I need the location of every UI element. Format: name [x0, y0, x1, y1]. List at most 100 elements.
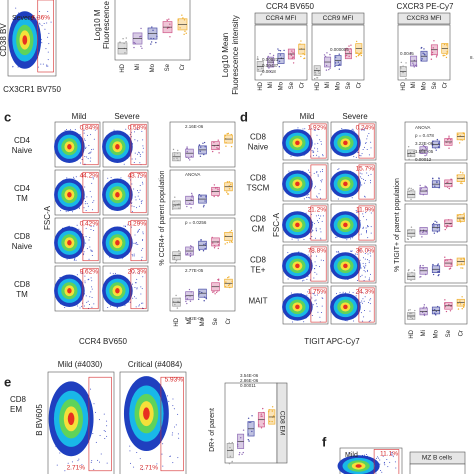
- box-dot: [437, 263, 439, 265]
- scatter-dot: [88, 278, 90, 280]
- scatter-dot: [341, 128, 343, 130]
- scatter-dot: [318, 217, 320, 219]
- scatter-dot: [39, 23, 41, 25]
- scatter-dot: [350, 238, 352, 240]
- row-label: CM: [252, 225, 265, 234]
- scatter-dot: [142, 302, 144, 304]
- scatter-dot: [338, 168, 340, 170]
- panel-header: [276, 382, 288, 464]
- scatter-dot: [83, 253, 85, 255]
- scatter-dot: [363, 316, 365, 318]
- box-dot: [315, 73, 317, 75]
- scatter-dot: [366, 219, 368, 221]
- scatter-dot: [104, 430, 106, 432]
- row-label: Naive: [248, 143, 269, 152]
- box-dot: [432, 263, 434, 266]
- scatter-dot: [368, 301, 370, 303]
- density: [343, 140, 348, 146]
- box-dot: [217, 244, 220, 246]
- box-dot: [238, 453, 240, 456]
- scatter-dot: [64, 306, 66, 308]
- box-dot: [329, 67, 331, 69]
- gate-pct: 44.2%: [80, 173, 99, 180]
- box-dot: [241, 453, 243, 455]
- box-dot: [325, 69, 328, 71]
- scatter-dot: [362, 320, 364, 322]
- scatter-dot: [355, 295, 357, 297]
- scatter-dot: [365, 229, 367, 231]
- scatter-dot: [318, 193, 320, 195]
- scatter-dot: [93, 468, 95, 470]
- scatter-dot: [39, 10, 41, 12]
- box-dot: [185, 32, 187, 34]
- scatter-dot: [312, 229, 314, 231]
- scatter-dot: [303, 238, 305, 240]
- scatter-dot: [313, 151, 315, 153]
- scatter-dot: [320, 237, 322, 239]
- scatter-dot: [311, 314, 313, 316]
- scatter-dot: [78, 228, 80, 230]
- scatter-dot: [314, 261, 316, 263]
- scatter-dot: [141, 130, 143, 132]
- plot-label: Mild: [345, 452, 358, 459]
- scatter-dot: [369, 310, 371, 312]
- scatter-dot: [314, 129, 316, 131]
- row-label: CD4: [14, 136, 31, 145]
- scatter-dot: [137, 195, 139, 197]
- scatter-dot: [124, 305, 126, 307]
- scatter-dot: [81, 158, 83, 160]
- scatter-dot: [129, 301, 131, 303]
- scatter-dot: [306, 278, 308, 280]
- box-dot: [227, 193, 230, 195]
- box-dot: [314, 71, 316, 74]
- scatter-dot: [85, 236, 87, 238]
- scatter-dot: [137, 231, 139, 233]
- scatter-dot: [120, 177, 122, 179]
- scatter-dot: [309, 171, 311, 173]
- box-dot: [124, 52, 126, 54]
- scatter-dot: [386, 458, 388, 460]
- scatter-dot: [12, 65, 14, 67]
- scatter-dot: [103, 413, 105, 415]
- box-dot: [434, 185, 436, 187]
- scatter-dot: [365, 141, 367, 143]
- scatter-dot: [369, 299, 371, 301]
- box-dot: [461, 182, 463, 185]
- scatter-dot: [73, 177, 75, 179]
- scatter-dot: [70, 129, 72, 131]
- scatter-dot: [355, 210, 357, 212]
- scatter-dot: [135, 306, 137, 308]
- box-dot: [174, 261, 177, 264]
- scatter-dot: [140, 249, 142, 251]
- box-dot: [328, 68, 330, 71]
- gate: [358, 205, 375, 241]
- group-label: Mo: [279, 81, 285, 90]
- scatter-dot: [94, 129, 96, 131]
- p-value: 0.000005: [330, 47, 349, 52]
- box-dot: [435, 56, 438, 58]
- gate: [82, 171, 99, 214]
- scatter-dot: [352, 292, 354, 294]
- p-value: p = 0.478: [415, 133, 434, 138]
- group-label: Mo: [200, 317, 206, 326]
- gate: [310, 287, 327, 323]
- scatter-dot: [360, 267, 362, 269]
- scatter-dot: [93, 403, 95, 405]
- box-dot: [422, 144, 425, 147]
- scatter-dot: [73, 259, 75, 261]
- scatter-dot: [321, 170, 323, 172]
- box-frame: [409, 463, 466, 474]
- scatter-dot: [142, 239, 144, 241]
- scatter-dot: [364, 267, 366, 269]
- box-dot: [436, 138, 439, 141]
- row-label: Naive: [12, 242, 33, 251]
- box-frame: [169, 217, 236, 264]
- scatter-dot: [64, 130, 66, 132]
- box-dot: [412, 64, 415, 66]
- scatter-dot: [131, 211, 133, 213]
- box-dot: [277, 48, 279, 50]
- box-dot: [459, 300, 461, 302]
- scatter-dot: [364, 129, 366, 131]
- scatter-dot: [76, 274, 78, 276]
- scatter-dot: [360, 276, 362, 278]
